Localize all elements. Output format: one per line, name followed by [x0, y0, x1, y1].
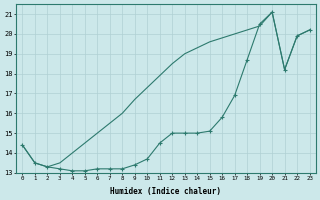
X-axis label: Humidex (Indice chaleur): Humidex (Indice chaleur) — [110, 187, 221, 196]
